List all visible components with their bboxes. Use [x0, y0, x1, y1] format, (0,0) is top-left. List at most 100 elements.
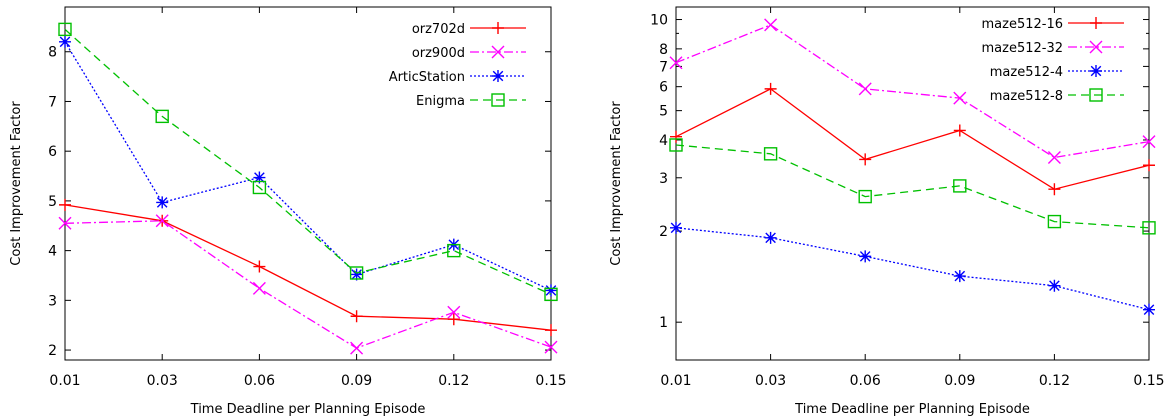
y-tick-label: 7	[659, 59, 668, 75]
x-tick-label: 0.03	[755, 373, 786, 389]
x-tick-label: 0.01	[49, 373, 80, 389]
series-maze512-16	[670, 82, 1155, 196]
plot-frame	[675, 6, 1150, 361]
data-point	[253, 171, 266, 184]
series-line	[64, 220, 552, 349]
data-point	[252, 180, 267, 195]
data-point	[763, 147, 778, 161]
legend-label: Enigma	[416, 94, 465, 109]
y-tick-label: 3	[48, 293, 57, 309]
y-tick-label: 3	[659, 171, 668, 187]
data-point	[953, 124, 966, 137]
series-line	[64, 204, 552, 331]
x-tick-label: 0.01	[660, 373, 691, 389]
data-point	[859, 250, 872, 263]
y-tick-label: 8	[659, 42, 668, 58]
legend-marker	[1090, 65, 1102, 77]
data-point	[350, 310, 363, 323]
data-point	[545, 284, 557, 297]
data-point	[1143, 159, 1155, 172]
data-point	[447, 305, 461, 319]
data-point	[953, 179, 967, 193]
y-tick-label: 10	[650, 13, 668, 29]
data-point	[1142, 221, 1156, 235]
plot-frame	[64, 6, 552, 361]
legend-label: maze512-16	[982, 17, 1064, 32]
y-tick-label: 7	[48, 94, 57, 110]
series-maze512-8	[669, 138, 1156, 235]
data-point	[764, 18, 778, 32]
series-line	[675, 88, 1150, 190]
data-point	[544, 340, 558, 354]
data-point	[350, 341, 364, 355]
series-maze512-32	[669, 18, 1156, 165]
legend-label: maze512-32	[982, 41, 1064, 56]
legend-label: maze512-4	[990, 65, 1063, 80]
x-tick-label: 0.09	[944, 373, 975, 389]
data-point	[859, 153, 872, 166]
y-tick-label: 6	[48, 144, 57, 160]
y-axis-label: Cost Improvement Factor	[609, 101, 624, 266]
x-tick-label: 0.15	[1133, 373, 1164, 389]
data-point	[1143, 303, 1155, 316]
x-tick-label: 0.12	[1039, 373, 1070, 389]
data-point	[58, 22, 72, 37]
legend-marker	[491, 45, 505, 59]
x-tick-label: 0.09	[341, 373, 372, 389]
x-tick-label: 0.06	[850, 373, 881, 389]
data-point	[58, 216, 72, 230]
data-point	[1047, 214, 1062, 229]
y-tick-label: 4	[659, 133, 668, 149]
series-line	[675, 24, 1150, 159]
data-point	[858, 82, 872, 96]
data-point	[544, 287, 558, 302]
data-point	[953, 270, 966, 283]
data-point	[155, 109, 169, 124]
data-point	[350, 268, 363, 281]
series-maze512-4	[670, 221, 1155, 316]
data-point	[670, 221, 682, 234]
data-point	[764, 231, 777, 244]
y-tick-label: 2	[659, 224, 668, 240]
legend-marker	[491, 93, 505, 107]
x-axis-label: Time Deadline per Planning Episode	[190, 402, 426, 417]
series-ArticStation	[59, 35, 557, 297]
data-point	[1048, 183, 1061, 196]
data-point	[252, 281, 266, 295]
series-line	[675, 144, 1150, 229]
data-point	[953, 91, 967, 105]
data-point	[1142, 135, 1156, 149]
data-point	[59, 198, 71, 211]
data-point	[1047, 151, 1061, 165]
legend-marker	[1089, 40, 1103, 54]
legend-marker	[1090, 17, 1102, 29]
chart-panel-2: 1 2 3 4 5 6 78 10 0.01 0.03 0.06 0.09 0.12 0.15 Time D…	[609, 6, 1165, 417]
data-point	[447, 313, 460, 326]
data-point	[764, 82, 777, 95]
legend-marker	[492, 22, 504, 34]
data-point	[349, 266, 364, 280]
y-tick-label: 2	[48, 343, 57, 359]
data-point	[670, 130, 682, 143]
series-line	[675, 227, 1150, 311]
legend-marker	[492, 70, 504, 82]
y-tick-label: 4	[48, 244, 57, 260]
x-tick-label: 0.15	[535, 373, 566, 389]
data-point	[858, 189, 872, 204]
x-axis-label: Time Deadline per Planning Episode	[794, 402, 1030, 417]
y-axis-label: Cost Improvement Factor	[9, 101, 24, 266]
series-orz900d	[58, 214, 558, 355]
y-tick-label: 6	[659, 80, 668, 96]
data-point	[253, 260, 266, 273]
data-point	[447, 243, 461, 258]
data-point	[1048, 279, 1061, 292]
y-tick-label: 1	[659, 315, 668, 331]
x-tick-label: 0.06	[244, 373, 275, 389]
series-line	[64, 28, 552, 295]
y-tick-label: 5	[48, 194, 57, 210]
y-tick-label: 8	[48, 45, 57, 61]
data-point	[155, 214, 169, 228]
y-tick-label: 5	[659, 104, 668, 120]
data-point	[59, 35, 71, 48]
